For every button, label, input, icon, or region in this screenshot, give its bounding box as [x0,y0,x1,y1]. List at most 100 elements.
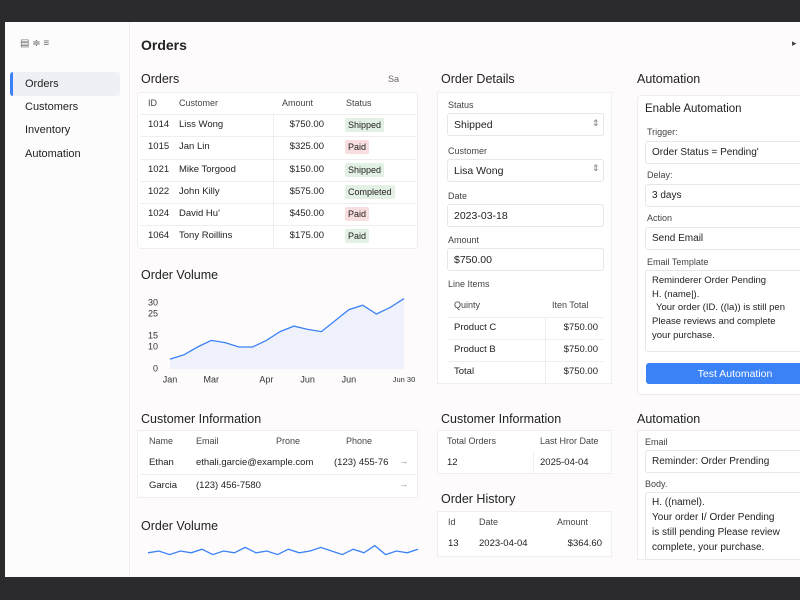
sidebar [5,22,130,577]
field-label: Status [448,100,474,110]
column-header: Total Orders [447,436,497,446]
chart-title: Order Volume [141,519,219,533]
template-line: Your order (ID. ((la)) is still pen [656,302,785,313]
order-id: 1064 [148,230,170,241]
textarea[interactable] [645,270,800,352]
column-header: Email [196,436,219,446]
row-divider [140,474,416,475]
field-value: Order Status = Pending' [652,147,759,158]
x-tick-label: Jun 30 [393,375,416,384]
input-box[interactable] [447,204,604,227]
field-value: Shipped [454,119,493,131]
section-title: Orders [141,72,180,86]
line-total: $750.00 [563,344,598,355]
automation-card [637,95,800,395]
line-item: Product B [454,344,496,355]
sidebar-item[interactable]: Orders [25,78,59,90]
chart-title: Order Volume [141,268,219,282]
status-badge: Shipped [345,118,385,132]
column-divider [273,114,274,248]
input-box[interactable] [447,113,604,136]
summary-card [437,430,612,474]
template-line: Reminderer Order Pending [652,275,767,286]
sidebar-active [10,72,120,96]
y-tick-label: 10 [148,341,158,351]
cell: 2023-04-04 [479,538,528,549]
field-label: Date [448,191,468,201]
y-tick-label: 0 [153,363,158,373]
field-label: Amount [448,235,480,245]
select-caret: ⇕ [592,118,600,128]
y-tick-label: 15 [148,330,158,340]
sidebar-item[interactable]: Inventory [25,124,71,136]
input-box[interactable] [645,450,800,473]
body-line: complete, your purchase. [652,542,765,553]
x-tick-label: Mar [204,374,220,384]
input-box[interactable] [447,248,604,271]
textarea[interactable] [645,492,800,560]
template-line: your purchase. [652,330,715,341]
field-value: Lisa Wong [454,165,504,177]
body-line: H. ((namel). [652,497,705,508]
area-fill [170,298,404,369]
amount: $150.00 [289,164,324,175]
column-header: Iten Total [552,300,589,310]
select-caret: ⇕ [592,163,600,173]
test-button[interactable] [646,363,800,384]
card-heading: Enable Automation [645,103,742,115]
row-divider [140,159,416,160]
field-label: Trigger: [647,127,678,137]
cell: 13 [448,538,459,549]
field-label: Action [647,213,673,223]
sort-select[interactable]: Sa [388,74,400,84]
input-box[interactable] [447,159,604,182]
amount: $325.00 [289,141,324,152]
x-tick-label: Jun [300,374,315,384]
details-card [437,92,612,384]
sidebar-item[interactable]: Customers [25,101,79,113]
status-badge: Paid [345,140,370,154]
column-header: Last Hror Date [540,436,599,446]
field-value: Send Email [652,233,704,244]
row-arrow[interactable]: → [399,456,408,466]
input-box[interactable] [645,141,800,164]
section-title: Automation [637,72,701,86]
body-line: is still pending Please review [652,527,780,538]
sidebar-item[interactable]: Automation [25,148,81,160]
amount: $450.00 [289,208,324,219]
row-divider [140,181,416,182]
field-label: Body. [645,479,668,489]
row-divider [447,317,604,318]
row-divider [140,225,416,226]
input-box[interactable] [645,184,800,207]
amount: $175.00 [289,230,324,241]
input-box[interactable] [645,227,800,250]
expand-icon[interactable]: ▸ [792,38,797,48]
customer-name: Liss Wong [179,119,224,130]
button-label[interactable]: Test Automation [697,368,773,380]
column-header: Name [149,436,174,446]
section-title: Automation [637,412,701,426]
customer-card [137,430,418,498]
cell: ethali.garcie@example.com [196,457,314,468]
row-divider [447,339,604,340]
cell: 2025-04-04 [540,457,589,468]
customer-name: John Killy [179,186,220,197]
y-tick-label: 30 [148,297,158,307]
cell: (123) 455-76 [334,457,389,468]
template-line: H. (name|). [652,289,700,300]
amount: $575.00 [289,186,324,197]
field-label: Email Template [647,257,709,267]
line-total: $750.00 [563,322,598,333]
row-divider [447,361,604,362]
line-series [169,298,405,360]
customer-name: Jan Lin [179,141,210,152]
customer-name: David Hu' [179,208,220,219]
email-card [637,430,800,560]
column-header: Id [448,517,456,527]
amount: $750.00 [289,119,324,130]
row-arrow[interactable]: → [399,479,408,489]
y-tick-label: 25 [148,308,158,318]
field-label: Email [645,437,668,447]
